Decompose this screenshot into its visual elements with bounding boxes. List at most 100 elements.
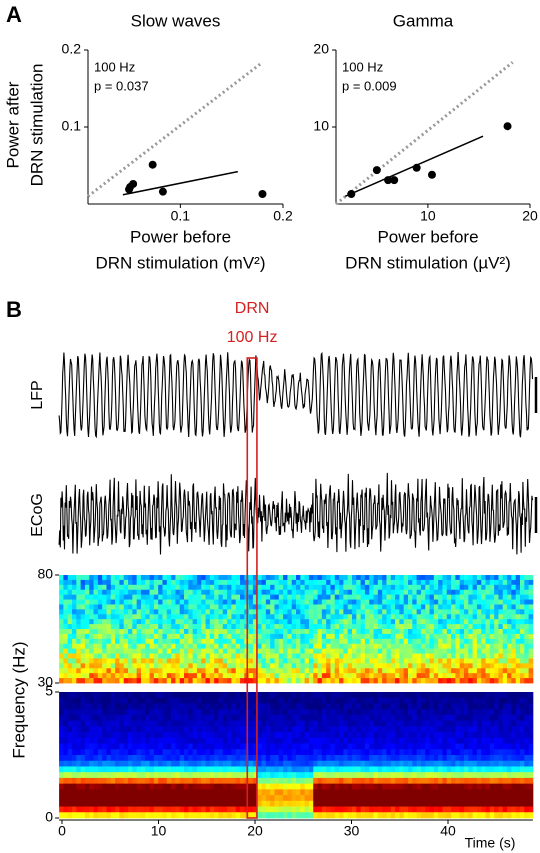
spectrogram-cell: [382, 755, 387, 762]
spectrogram-cell: [115, 624, 120, 630]
spectrogram-cell: [442, 812, 448, 819]
spectrogram-cell: [399, 692, 405, 699]
spectrogram-cell: [145, 599, 150, 605]
spectrogram-cell: [201, 594, 206, 600]
spectrogram-cell: [528, 633, 534, 640]
spectrogram-cell: [291, 604, 297, 610]
spectrogram-cell: [438, 658, 443, 664]
spectrogram-cell: [313, 755, 318, 762]
spectrogram-cell: [313, 614, 318, 620]
spectrogram-cell: [59, 594, 64, 600]
spectrogram-cell: [184, 643, 189, 650]
spectrogram-cell: [196, 726, 202, 733]
spectrogram-cell: [451, 777, 456, 785]
spectrogram-cell: [248, 589, 254, 596]
spectrogram-cell: [296, 638, 301, 645]
spectrogram-cell: [515, 760, 521, 767]
spectrogram-cell: [149, 614, 155, 620]
spectrogram-cell: [408, 720, 413, 727]
spectrogram-cell: [507, 703, 512, 710]
spectrogram-cell: [106, 697, 112, 704]
spectrogram-cell: [347, 726, 353, 733]
spectrogram-cell: [399, 579, 405, 586]
spectrogram-cell: [304, 714, 310, 722]
spectrogram-cell: [162, 604, 168, 610]
spectrogram-cell: [218, 760, 224, 767]
spectrogram-cell: [179, 703, 185, 710]
spectrogram-cell: [287, 594, 293, 600]
spectrogram-cell: [196, 579, 202, 586]
spectrogram-cell: [89, 737, 94, 744]
spectrogram-cell: [140, 732, 146, 739]
spectrogram-cell: [321, 624, 327, 630]
spectrogram-cell: [72, 678, 77, 684]
spectrogram-cell: [240, 619, 245, 625]
spectrogram-cell: [128, 638, 133, 645]
spectrogram-cell: [412, 643, 418, 650]
spectrogram-cell: [136, 579, 142, 586]
spectrogram-cell: [300, 599, 306, 605]
spectrogram-cell: [429, 633, 435, 640]
spectrogram-cell: [283, 633, 288, 640]
y-tick-label: 0.2: [62, 41, 82, 57]
spectrogram-cell: [386, 663, 392, 669]
spectrogram-cell: [67, 653, 73, 659]
spectrogram-cell: [334, 703, 340, 710]
spectrogram-cell: [485, 589, 491, 596]
spectrogram-cell: [364, 579, 370, 586]
spectrogram-cell: [485, 777, 491, 785]
spectrogram-cell: [278, 589, 284, 596]
spectrogram-cell: [257, 663, 262, 669]
spectrogram-cell: [283, 579, 288, 586]
spectrogram-cell: [140, 673, 146, 679]
spectrogram-cell: [222, 678, 228, 684]
spectrogram-cell: [356, 643, 362, 650]
spectrogram-cell: [149, 638, 155, 645]
spectrogram-cell: [502, 697, 508, 704]
spectrogram-cell: [502, 668, 508, 674]
spectrogram-cell: [205, 624, 211, 630]
spectrogram-cell: [373, 624, 379, 630]
spectrogram-cell: [205, 589, 211, 596]
spectrogram-cell: [356, 737, 362, 744]
spectrogram-cell: [106, 800, 112, 807]
spectrogram-cell: [270, 714, 275, 722]
spectrogram-cell: [313, 777, 318, 785]
spectrogram-cell: [188, 653, 194, 659]
spectrogram-cell: [296, 783, 301, 790]
spectrogram-cell: [110, 633, 116, 640]
spectrogram-cell: [227, 760, 232, 767]
spectrogram-cell: [343, 800, 349, 807]
spectrogram-cell: [231, 714, 237, 722]
spectrogram-cell: [153, 806, 159, 813]
spectrogram-cell: [498, 579, 504, 586]
spectrogram-cell: [240, 755, 245, 762]
spectrogram-cell: [248, 668, 254, 674]
spectrogram-cell: [240, 692, 245, 699]
spectrogram-cell: [382, 697, 387, 704]
spectrogram-cell: [119, 732, 125, 739]
spectrogram-cell: [265, 629, 271, 635]
spectrogram-cell: [317, 638, 323, 645]
spectrogram-cell: [231, 604, 237, 610]
spectrogram-cell: [515, 643, 521, 650]
spectrogram-cell: [442, 697, 448, 704]
spectrogram-cell: [451, 673, 456, 679]
spectrogram-cell: [464, 766, 469, 773]
spectrogram-cell: [438, 714, 443, 722]
spectrogram-cell: [240, 697, 245, 704]
spectrogram-cell: [162, 584, 168, 591]
spectrogram-cell: [515, 795, 521, 802]
spectrogram-cell: [515, 589, 521, 596]
spectrogram-cell: [119, 643, 125, 650]
spectrogram-cell: [317, 709, 323, 716]
spectrogram-cell: [326, 653, 331, 659]
spectrogram-cell: [425, 766, 430, 773]
spectrogram-cell: [76, 806, 82, 813]
spectrogram-cell: [347, 599, 353, 605]
spectrogram-cell: [128, 658, 133, 664]
spectrogram-cell: [257, 766, 262, 773]
spectrogram-cell: [158, 714, 163, 722]
spectrogram-cell: [97, 624, 103, 630]
spectrogram-cell: [153, 614, 159, 620]
